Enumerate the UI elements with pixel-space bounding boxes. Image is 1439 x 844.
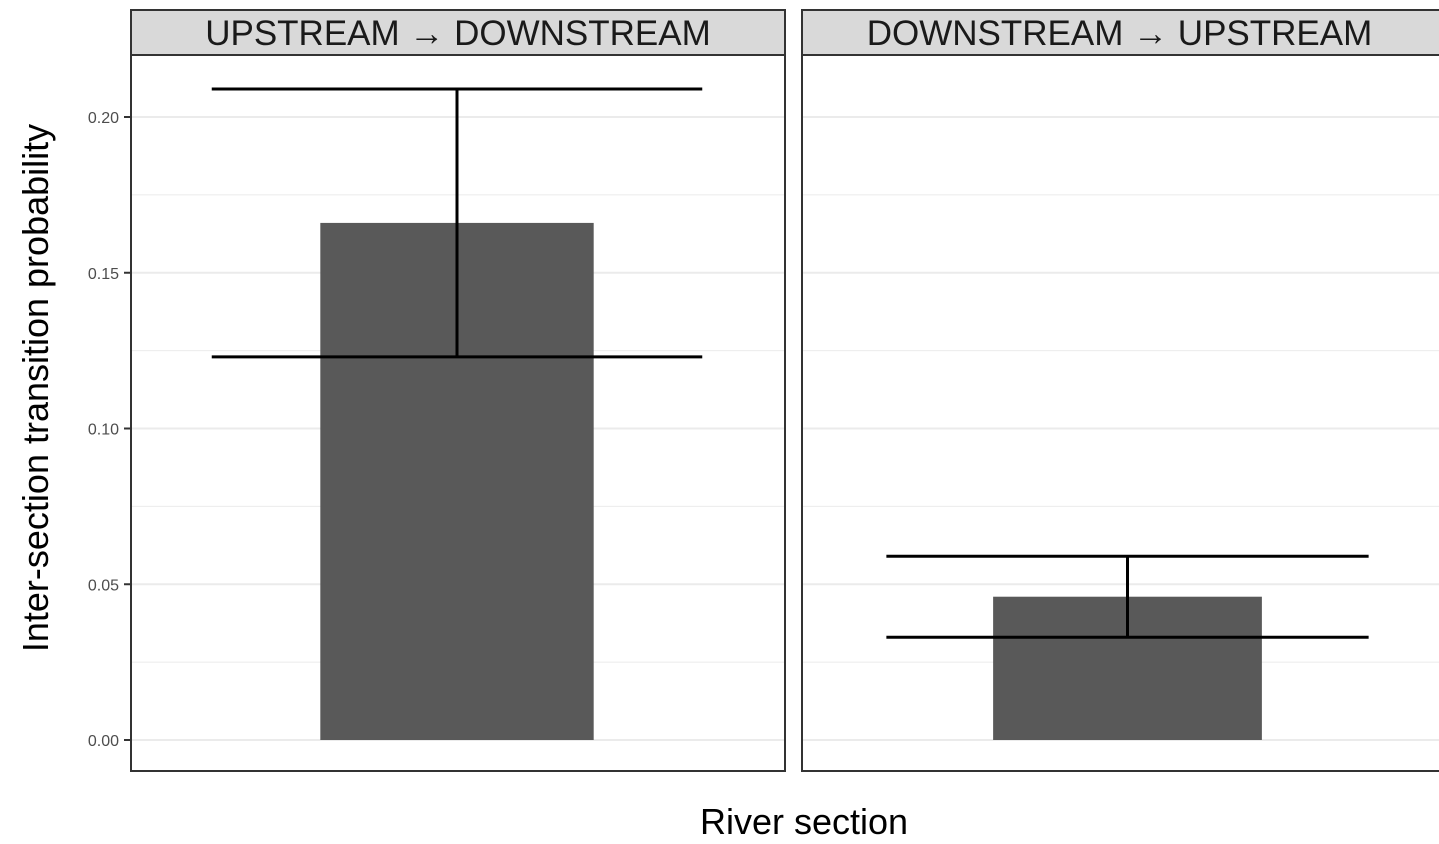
axis-layer: 0.00 0.05 0.10 0.15 0.20 <box>88 110 131 750</box>
facet-strip-2 <box>801 9 1439 56</box>
y-tick-label: 0.10 <box>88 422 119 439</box>
y-tick-label: 0.00 <box>88 733 119 750</box>
errorbar-layer <box>211 87 1369 639</box>
facet-label-2: DOWNSTREAM → UPSTREAM <box>867 14 1373 53</box>
y-tick-label: 0.20 <box>88 110 119 127</box>
y-tick-label: 0.05 <box>88 577 119 594</box>
y-tick-label: 0.15 <box>88 266 119 283</box>
x-axis-title: River section <box>700 801 908 839</box>
strip-layer: UPSTREAM → DOWNSTREAM DOWNSTREAM → UPSTRE… <box>130 9 1439 56</box>
y-axis-title: Inter-section transition probability <box>15 124 56 652</box>
facet-label-1: UPSTREAM → DOWNSTREAM <box>205 14 711 53</box>
facet-strip-1 <box>130 9 786 56</box>
bar-layer <box>320 222 1262 740</box>
